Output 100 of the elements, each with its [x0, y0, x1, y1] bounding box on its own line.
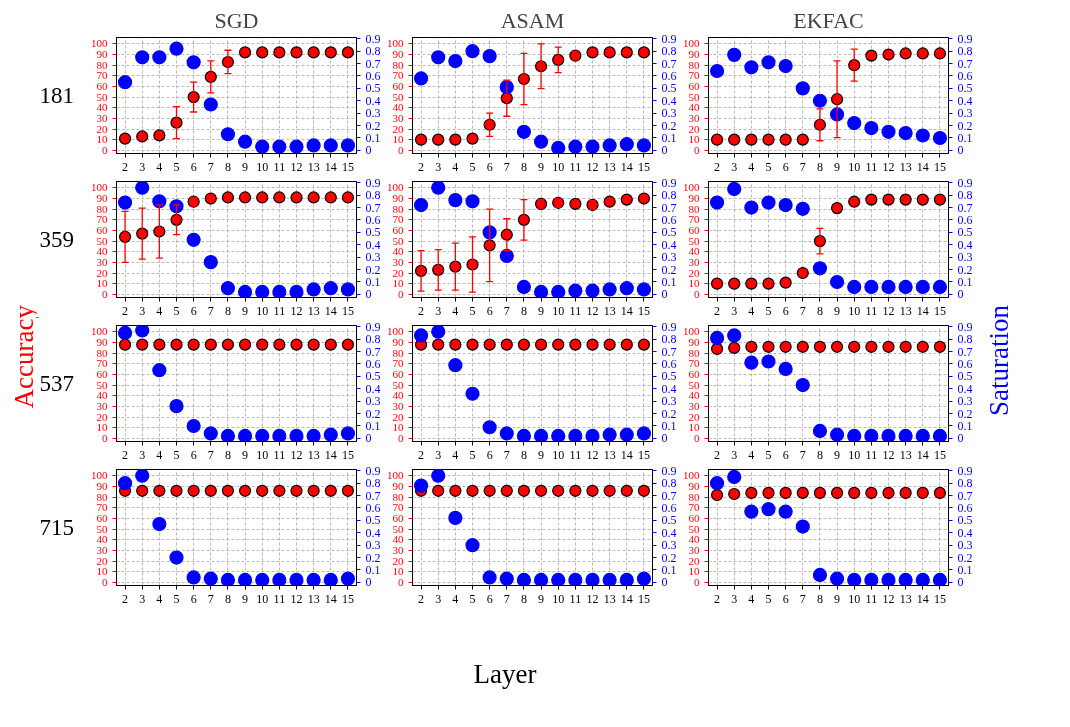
- y2-tick-label: 0.7: [365, 488, 381, 503]
- y2-tick-label: 0.6: [957, 212, 973, 227]
- y-tick-label: 80: [96, 202, 108, 215]
- y-tick-label: 80: [392, 490, 404, 503]
- point: [307, 46, 320, 59]
- x-tick-label: 3: [435, 447, 442, 462]
- y-tick-label: 70: [688, 213, 700, 226]
- y-tick-label: 0: [398, 287, 404, 300]
- point: [499, 248, 514, 264]
- point: [636, 138, 652, 153]
- point: [864, 120, 879, 136]
- y2-tick-label: 0.6: [957, 68, 973, 83]
- y-tick-label: 0: [694, 431, 700, 444]
- chart-title: EKFAC: [793, 7, 864, 33]
- y2-tick-label: 0.6: [365, 500, 381, 515]
- point: [186, 232, 201, 247]
- point: [186, 570, 201, 585]
- x-tick-label: 14: [620, 159, 633, 174]
- point: [602, 282, 617, 297]
- y2-tick-label: 0.2: [957, 550, 973, 565]
- point: [709, 195, 725, 210]
- point: [135, 325, 150, 338]
- x-tick-label: 15: [933, 303, 946, 318]
- point: [744, 504, 759, 519]
- x-tick-label: 12: [586, 447, 599, 462]
- x-tick-label: 13: [899, 303, 912, 318]
- point: [340, 426, 356, 441]
- y-tick-label: 70: [688, 69, 700, 82]
- x-tick-label: 12: [290, 303, 303, 318]
- y-tick-label: 50: [688, 90, 700, 103]
- x-tick-label: 13: [899, 591, 912, 606]
- x-tick-label: 14: [324, 159, 337, 174]
- point: [237, 134, 253, 149]
- point: [323, 427, 338, 442]
- point: [761, 55, 776, 70]
- y-tick-label: 90: [96, 480, 108, 493]
- x-tick-label: 5: [173, 447, 180, 462]
- point: [847, 572, 862, 586]
- y2-tick-label: 0: [661, 575, 668, 590]
- point: [324, 191, 337, 204]
- y-tick-label: 80: [392, 202, 404, 215]
- y2-tick-label: 0.2: [661, 406, 677, 421]
- x-tick-label: 6: [486, 159, 493, 174]
- y2-tick-label: 0.8: [365, 44, 381, 59]
- y-tick-label: 50: [96, 522, 108, 535]
- point: [448, 53, 463, 69]
- x-tick-label: 10: [256, 591, 269, 606]
- y2-axis-title: Saturation: [983, 305, 1014, 416]
- x-tick-label: 8: [224, 591, 231, 606]
- point: [848, 59, 861, 72]
- point: [932, 428, 948, 442]
- point: [899, 193, 912, 206]
- y-tick-label: 60: [392, 511, 404, 524]
- x-tick-label: 12: [290, 591, 303, 606]
- y-tick-label: 20: [688, 122, 700, 135]
- point: [203, 571, 218, 586]
- point: [778, 58, 793, 74]
- x-tick-label: 2: [122, 447, 129, 462]
- y2-tick-label: 0.4: [365, 93, 381, 108]
- x-tick-label: 13: [603, 447, 616, 462]
- y2-tick-label: 0.3: [957, 394, 973, 409]
- point: [710, 277, 724, 290]
- x-tick-label: 10: [552, 159, 565, 174]
- point: [830, 202, 844, 215]
- point: [290, 191, 303, 204]
- point: [273, 191, 286, 204]
- point: [727, 328, 742, 343]
- x-tick-label: 2: [418, 447, 425, 462]
- x-tick-label: 9: [538, 447, 545, 462]
- point: [636, 426, 652, 441]
- x-tick-label: 14: [916, 447, 929, 462]
- y2-tick-label: 0.4: [957, 381, 973, 396]
- y-tick-label: 10: [96, 133, 108, 146]
- y-tick-label: 30: [392, 399, 404, 412]
- y-tick-label: 0: [398, 431, 404, 444]
- y-tick-label: 70: [392, 357, 404, 370]
- y2-tick-label: 0.4: [661, 381, 677, 396]
- y-tick-label: 70: [688, 357, 700, 370]
- x-tick-label: 12: [290, 159, 303, 174]
- x-tick-label: 7: [799, 159, 806, 174]
- y-tick-label: 90: [96, 192, 108, 205]
- x-tick-label: 2: [714, 303, 721, 318]
- y2-tick-label: 0.4: [957, 525, 973, 540]
- point: [585, 283, 600, 298]
- x-tick-label: 9: [242, 159, 249, 174]
- point: [152, 517, 167, 532]
- x-tick-label: 8: [224, 159, 231, 174]
- y-tick-label: 10: [392, 277, 404, 290]
- point: [603, 195, 616, 208]
- y-tick-label: 40: [688, 101, 700, 114]
- point: [778, 361, 793, 377]
- x-tick-label: 10: [552, 447, 565, 462]
- point: [898, 125, 913, 141]
- point: [745, 133, 758, 146]
- point: [204, 192, 217, 205]
- point: [186, 418, 201, 434]
- point: [256, 46, 269, 59]
- y2-tick-label: 0.5: [365, 81, 381, 96]
- y-tick-label: 50: [96, 90, 108, 103]
- point: [340, 282, 356, 297]
